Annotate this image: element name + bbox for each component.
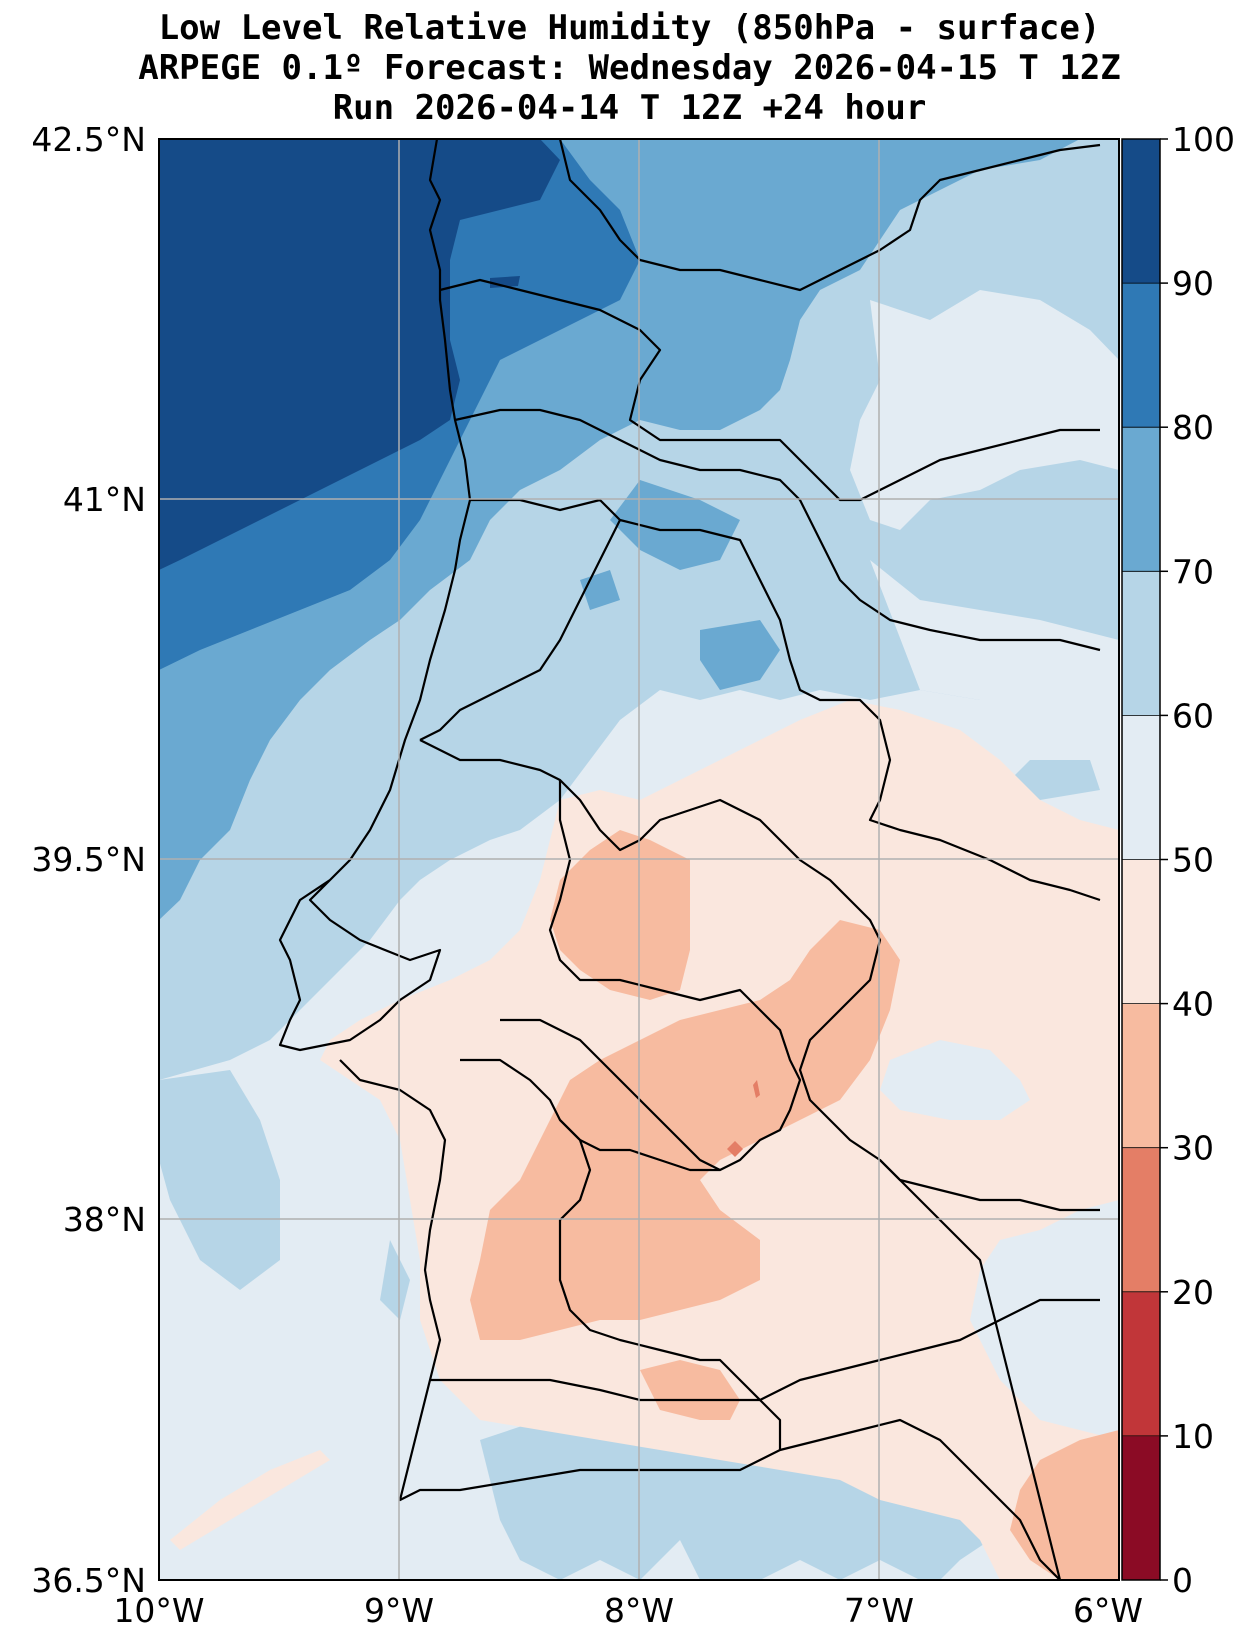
colorbar-swatch bbox=[1122, 571, 1160, 716]
colorbar-label: 20 bbox=[1172, 1273, 1214, 1312]
title-line-2: ARPEGE 0.1º Forecast: Wednesday 2026-04-… bbox=[138, 48, 1121, 88]
colorbar-label: 100 bbox=[1172, 120, 1235, 159]
field-70-80-patch-b bbox=[700, 620, 780, 690]
field-60-70-sw bbox=[159, 1070, 280, 1290]
field-90-100 bbox=[159, 139, 560, 570]
colorbar-swatch bbox=[1122, 859, 1160, 1005]
title-line-3: Run 2026-04-14 T 12Z +24 hour bbox=[332, 88, 927, 128]
colorbar-label: 40 bbox=[1172, 985, 1214, 1024]
field-30-40-b bbox=[470, 920, 900, 1340]
colorbar-swatch bbox=[1122, 1291, 1160, 1437]
colorbar: 0 10 20 30 40 50 60 70 80 90 100 bbox=[1121, 120, 1235, 1600]
colorbar-swatch bbox=[1122, 283, 1160, 428]
border-district-4 bbox=[619, 518, 1101, 902]
field-70-80-patch-a bbox=[610, 480, 740, 570]
colorbar-swatch bbox=[1122, 715, 1160, 860]
border-district-3 bbox=[419, 498, 622, 741]
lat-axis: 42.5°N 41°N 39.5°N 38°N 36.5°N bbox=[31, 120, 146, 1600]
colorbar-label: 70 bbox=[1172, 552, 1214, 591]
lon-label-8w: 8°W bbox=[604, 1591, 674, 1630]
colorbar-swatch bbox=[1122, 427, 1160, 572]
lon-label-7w: 7°W bbox=[844, 1591, 914, 1630]
field-40-50-sw-streak bbox=[170, 1450, 330, 1550]
border-spain-north bbox=[558, 139, 1101, 292]
field-30-40-a bbox=[550, 830, 690, 1000]
lat-label-42-5: 42.5°N bbox=[31, 120, 146, 159]
colorbar-swatch bbox=[1122, 1003, 1160, 1149]
field-20-30-spot-1 bbox=[727, 1141, 743, 1157]
field-20-30-spot-2 bbox=[753, 1080, 760, 1098]
colorbar-swatch bbox=[1122, 139, 1160, 284]
colorbar-swatch bbox=[1122, 1147, 1160, 1293]
lat-label-39-5: 39.5°N bbox=[31, 840, 146, 879]
field-50-60-inset bbox=[880, 1040, 1030, 1120]
lon-label-6w: 6°W bbox=[1073, 1591, 1143, 1630]
lon-label-9w: 9°W bbox=[364, 1591, 434, 1630]
field-60-70-patch-2 bbox=[1010, 760, 1100, 800]
lat-label-38: 38°N bbox=[63, 1200, 146, 1239]
colorbar-swatch bbox=[1122, 1435, 1160, 1581]
border-portugal-spain-south bbox=[879, 1159, 1062, 1580]
colorbar-label: 10 bbox=[1172, 1417, 1214, 1456]
border-district-1 bbox=[439, 278, 1100, 502]
colorbar-label: 80 bbox=[1172, 408, 1214, 447]
border-district-8 bbox=[460, 1058, 782, 1450]
border-district-2 bbox=[454, 408, 1101, 652]
map-frame bbox=[158, 138, 1120, 1581]
colorbar-label: 0 bbox=[1172, 1561, 1193, 1600]
colorbar-label: 50 bbox=[1172, 841, 1214, 880]
field-30-40-c bbox=[640, 1360, 740, 1420]
field-30-40-d bbox=[1010, 1430, 1119, 1580]
lat-label-36-5: 36.5°N bbox=[31, 1561, 146, 1600]
gridlines bbox=[159, 139, 1119, 1580]
border-district-9 bbox=[430, 1298, 1100, 1402]
lat-label-41: 41°N bbox=[63, 480, 146, 519]
lon-label-10w: 10°W bbox=[113, 1591, 204, 1630]
field-60-70-patch-1 bbox=[380, 1240, 410, 1320]
field-60-70-northeast bbox=[850, 290, 1119, 530]
border-district-7 bbox=[500, 1018, 721, 1171]
borders bbox=[278, 139, 1101, 1580]
colorbar-label: 60 bbox=[1172, 696, 1214, 735]
field-60-70-east bbox=[870, 560, 1119, 700]
lon-axis: 10°W 9°W 8°W 7°W 6°W bbox=[113, 1591, 1143, 1630]
title-line-1: Low Level Relative Humidity (850hPa - su… bbox=[158, 8, 1101, 48]
border-district-6 bbox=[548, 780, 802, 1172]
colorbar-label: 30 bbox=[1172, 1129, 1214, 1168]
coastline bbox=[278, 139, 1061, 1580]
colorbar-label: 90 bbox=[1172, 264, 1214, 303]
